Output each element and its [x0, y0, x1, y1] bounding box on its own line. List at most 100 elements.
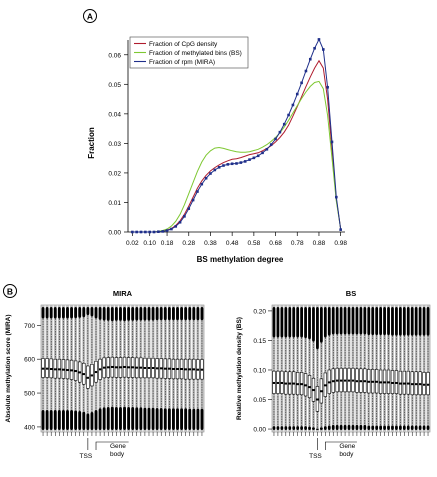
boxplot-outliers-low: [371, 425, 375, 430]
boxplot-outliers-low: [323, 426, 327, 430]
panel-a-x-tick-label: 0.10: [143, 240, 156, 247]
boxplot-outliers-low: [280, 426, 284, 430]
boxplot-outliers-high: [296, 307, 300, 338]
boxplot-outliers-low: [66, 409, 69, 430]
boxplot-outliers-high: [276, 307, 280, 338]
boxplot-outliers-high: [383, 307, 386, 336]
panel-b-label: B: [7, 287, 13, 297]
boxplot-outliers-high: [351, 307, 355, 335]
panel-a-data-point: [335, 195, 338, 199]
panel-a-y-axis-label: Fraction: [87, 127, 96, 159]
boxplot-outliers-high: [422, 307, 426, 336]
boxplot-outliers-high: [316, 307, 319, 350]
panel-a-data-point: [295, 92, 299, 96]
boxplot-outliers-low: [127, 406, 131, 430]
boxplot-outliers-low: [292, 426, 296, 430]
boxplot-outliers-high: [343, 307, 347, 335]
boxplot-frame: [40, 304, 205, 433]
boxplot-outliers-high: [172, 307, 175, 321]
boxplot-outliers-low: [391, 425, 394, 430]
boxplot-outliers-low: [114, 406, 118, 430]
boxplot-outliers-low: [155, 407, 159, 430]
boxplot-outliers-low: [61, 409, 65, 430]
boxplot-outliers-high: [106, 307, 110, 321]
boxplot-outliers-high: [86, 307, 90, 316]
panel-a-data-point: [243, 160, 247, 163]
boxplot-outliers-high: [131, 307, 135, 321]
boxplot-outliers-low: [180, 408, 184, 430]
boxplot-outliers-low: [418, 425, 422, 430]
boxplot-outliers-low: [308, 426, 311, 430]
panel-a-data-point: [139, 230, 143, 234]
boxplot-outliers-low: [147, 407, 151, 430]
boxplot-outliers-high: [379, 307, 383, 336]
boxplot-outliers-low: [351, 424, 355, 430]
boxplot-frame: [271, 304, 431, 433]
boxplot-outliers-low: [119, 406, 122, 430]
boxplot-outliers-low: [383, 425, 386, 430]
boxplot-outliers-low: [102, 407, 106, 430]
boxplot-outliers-high: [147, 307, 151, 321]
boxplot-outliers-high: [114, 307, 118, 321]
panel-b: B MIRA 400 500 600 700 Absolute methylation s…: [3, 284, 431, 460]
boxplot-outliers-high: [135, 307, 139, 321]
panel-a-x-tick-label: 0.68: [269, 240, 282, 247]
panel-a-badge: [83, 9, 97, 23]
boxplot-outliers-low: [343, 424, 347, 430]
panel-a-x-tick-label: 0.88: [313, 240, 326, 247]
boxplot-outliers-high: [355, 307, 359, 335]
boxplot-outliers-low: [90, 412, 94, 430]
boxplot-outliers-high: [49, 307, 53, 319]
panel-a-data-point: [161, 230, 165, 233]
boxplot-outliers-high: [312, 307, 315, 342]
boxplot-outliers-low: [163, 408, 167, 430]
panel-a-x-tick-label: 0.18: [161, 240, 174, 247]
boxplot-y-tick-label: 0.15: [253, 338, 266, 345]
boxplot-outliers-low: [335, 424, 339, 430]
panel-a-label: A: [87, 12, 93, 22]
boxplot-outliers-high: [74, 307, 78, 319]
panel-a-x-tick-label: 0.98: [334, 240, 347, 247]
panel-a-data-point: [265, 147, 269, 151]
boxplot-outliers-high: [292, 307, 296, 338]
panel-a-x-tick-label: 0.28: [182, 240, 195, 247]
boxplot-outliers-low: [331, 424, 335, 430]
boxplot-outliers-high: [110, 307, 114, 322]
boxplot-outliers-high: [192, 307, 196, 321]
panel-a-data-point: [178, 220, 182, 224]
panel-a-data-point: [322, 48, 325, 51]
panel-a-x-tick-label: 0.58: [248, 240, 261, 247]
panel-a-legend-box: [129, 36, 249, 69]
boxplot-outliers-low: [300, 426, 304, 430]
boxplot-outliers-low: [41, 409, 45, 430]
panel-a-data-point: [261, 151, 264, 155]
boxplot-y-tick-label: 0.20: [253, 308, 266, 315]
panel-a-data-point: [152, 230, 156, 234]
boxplot-outliers-low: [94, 409, 98, 430]
boxplot-y-tick-label: 0.00: [253, 427, 266, 434]
boxplot-outliers-low: [359, 424, 363, 430]
boxplot-outliers-high: [331, 307, 335, 335]
panel-a-data-point: [330, 140, 334, 144]
boxplot-outliers-high: [45, 307, 49, 319]
panel-a-data-point: [313, 46, 316, 50]
boxplot-outliers-low: [159, 407, 163, 430]
boxplot-outliers-low: [410, 425, 414, 430]
panel-a-data-point: [157, 230, 160, 234]
panel-a-x-tick-label: 0.48: [226, 240, 239, 247]
boxplot-outliers-low: [172, 408, 175, 430]
boxplot-outliers-low: [426, 425, 430, 430]
panel-a-legend: Fraction of CpG density Fraction of methy…: [129, 36, 249, 69]
boxplot-outliers-low: [110, 406, 114, 430]
gene-body-label-line1: Gene: [110, 443, 126, 450]
panel-a-data-point: [269, 143, 273, 146]
boxplot-outliers-high: [53, 307, 57, 319]
boxplot-outliers-high: [272, 307, 276, 338]
panel-a-data-point: [252, 156, 256, 160]
boxplot-outliers-high: [402, 307, 406, 336]
boxplot-outliers-low: [53, 409, 57, 430]
panel-a-data-point: [235, 162, 238, 165]
panel-a-data-point: [308, 57, 312, 61]
boxplot-outliers-low: [78, 411, 82, 430]
boxplot-outliers-high: [391, 307, 394, 336]
